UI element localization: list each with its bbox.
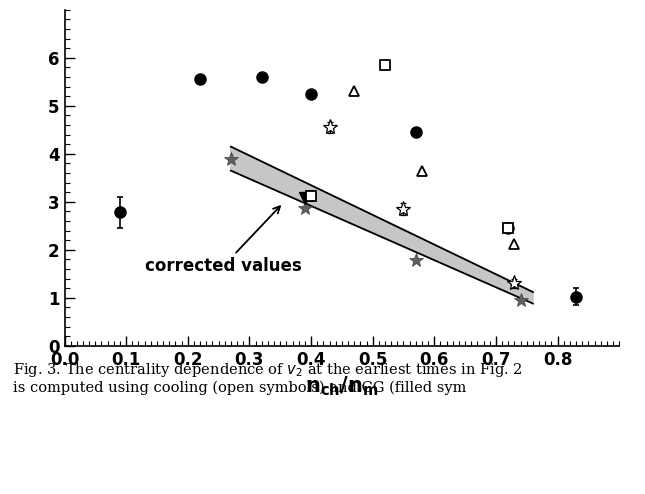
- X-axis label: $\mathbf{n_{ch}/n_{m}}$: $\mathbf{n_{ch}/n_{m}}$: [305, 374, 379, 398]
- Text: corrected values: corrected values: [144, 206, 301, 276]
- Text: Fig. 3. The centrality dependence of $v_2$ at the earliest times in Fig. 2
is co: Fig. 3. The centrality dependence of $v_…: [13, 361, 522, 395]
- Polygon shape: [231, 147, 533, 304]
